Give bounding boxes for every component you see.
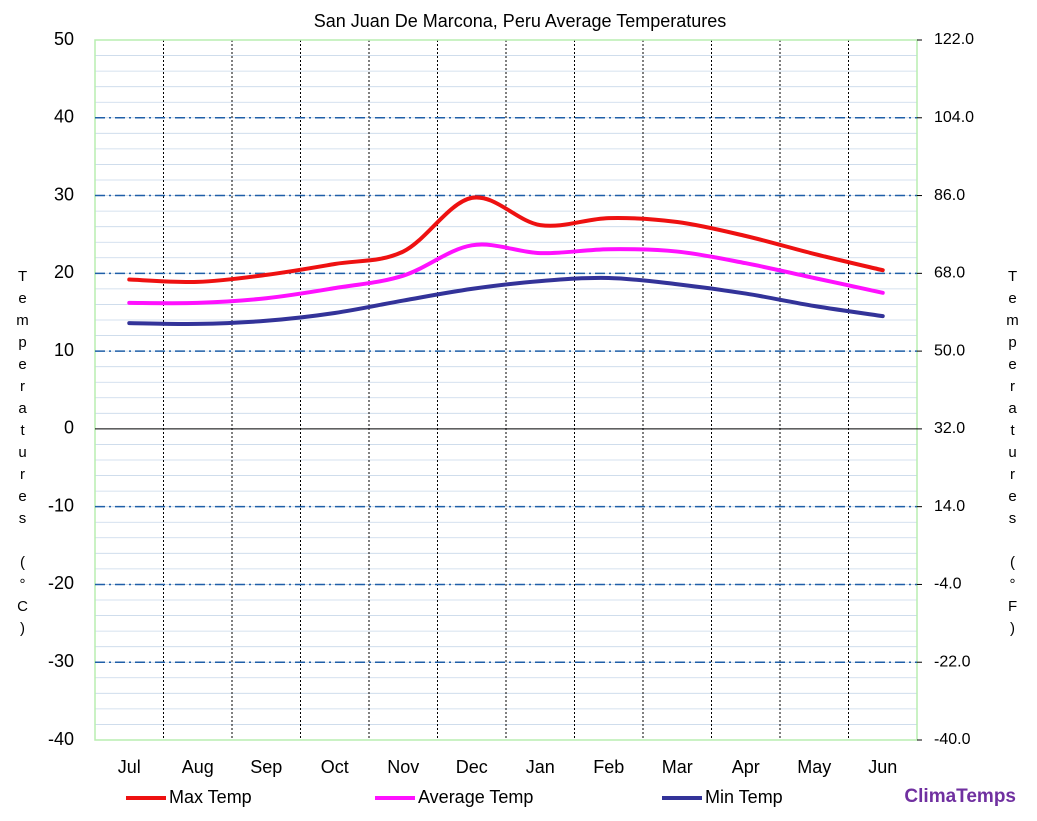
y2-tick-label: -4.0 bbox=[934, 576, 962, 593]
y-tick-label: 10 bbox=[54, 340, 74, 360]
y-tick-label: -30 bbox=[48, 651, 74, 671]
y-axis-title: Temperatures (°C) bbox=[14, 268, 31, 642]
y-tick-label: 40 bbox=[54, 107, 74, 127]
x-tick-label: Jan bbox=[526, 757, 555, 777]
series-line bbox=[127, 242, 885, 306]
y-tick-label: -10 bbox=[48, 495, 74, 515]
x-tick-label: Mar bbox=[662, 757, 693, 777]
y-tick-label: 0 bbox=[64, 418, 74, 438]
x-tick-label: Aug bbox=[182, 757, 214, 777]
y2-tick-label: 68.0 bbox=[934, 265, 965, 282]
x-tick-label: Nov bbox=[387, 757, 419, 777]
y2-axis-title: Temperatures (°F) bbox=[1004, 268, 1021, 642]
x-tick-label: Apr bbox=[732, 757, 760, 777]
legend-label: Max Temp bbox=[169, 787, 252, 807]
x-tick-label: Jun bbox=[868, 757, 897, 777]
chart-title: San Juan De Marcona, Peru Average Temper… bbox=[314, 11, 727, 31]
y2-tick-label: 32.0 bbox=[934, 420, 965, 437]
y2-tick-label: 50.0 bbox=[934, 342, 965, 359]
plot-frame bbox=[94, 39, 918, 741]
brand: ClimaTemps bbox=[904, 786, 1016, 807]
y-tick-label: -40 bbox=[48, 729, 74, 749]
y2-tick-label: 86.0 bbox=[934, 187, 965, 204]
series-line bbox=[127, 195, 885, 285]
x-tick-label: Dec bbox=[456, 757, 488, 777]
y-tick-label: 20 bbox=[54, 262, 74, 282]
series-line bbox=[127, 275, 885, 326]
y2-tick-label: 104.0 bbox=[934, 109, 974, 126]
y-tick-label: -20 bbox=[48, 573, 74, 593]
y2-tick-label: -22.0 bbox=[934, 653, 971, 670]
y2-tick-label: 14.0 bbox=[934, 498, 965, 515]
y2-tick-label: -40.0 bbox=[934, 731, 971, 748]
y-tick-label: 30 bbox=[54, 184, 74, 204]
y-tick-label: 50 bbox=[54, 29, 74, 49]
legend-label: Min Temp bbox=[705, 787, 783, 807]
x-tick-label: Oct bbox=[321, 757, 349, 777]
x-tick-label: Feb bbox=[593, 757, 624, 777]
x-tick-label: Sep bbox=[250, 757, 282, 777]
legend-label: Average Temp bbox=[418, 787, 533, 807]
y2-tick-label: 122.0 bbox=[934, 31, 974, 48]
x-tick-label: May bbox=[797, 757, 831, 777]
x-tick-label: Jul bbox=[118, 757, 141, 777]
